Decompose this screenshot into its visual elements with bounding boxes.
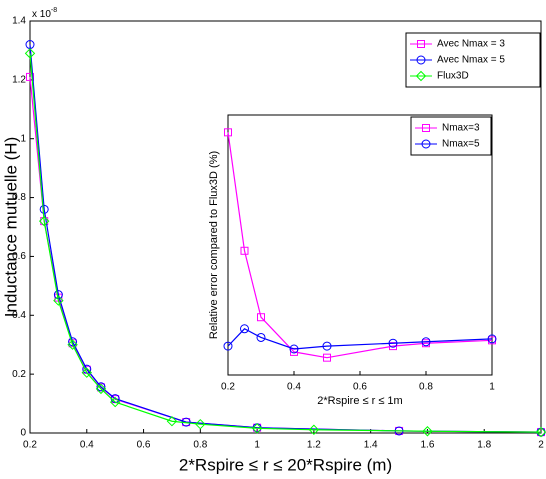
marker: [415, 70, 427, 82]
x-tick-label: 0.8: [419, 382, 433, 393]
marker: [166, 416, 178, 427]
x-tick-label: 1.4: [364, 440, 378, 451]
marker: [422, 426, 433, 437]
marker: [67, 339, 78, 350]
plot-area: [227, 114, 493, 376]
y-axis-label: Relative error compared to Flux3D (%): [208, 151, 220, 339]
marker: [81, 367, 92, 378]
y-tick-label: 0.4: [12, 310, 26, 321]
y-tick-label: 0: [20, 428, 26, 439]
x-tick-label: 0.8: [193, 440, 207, 451]
marker: [195, 418, 206, 430]
marker: [422, 124, 430, 132]
marker: [24, 48, 36, 59]
series-line: [29, 44, 542, 433]
marker: [39, 204, 49, 214]
marker: [323, 353, 331, 362]
marker: [109, 396, 121, 408]
y-tick-label: 1.4: [12, 16, 26, 27]
marker: [257, 313, 265, 322]
marker: [251, 423, 263, 434]
marker: [308, 424, 320, 435]
x-tick-label: 0.6: [137, 440, 151, 451]
marker: [53, 295, 64, 306]
y-multiplier: x 10-8: [32, 7, 57, 20]
x-tick-label: 1.6: [420, 440, 434, 451]
marker: [421, 337, 431, 347]
marker: [421, 139, 431, 149]
legend-label: Nmax=5: [442, 139, 480, 150]
marker: [223, 341, 233, 351]
multiplier-base: x 10: [32, 9, 51, 20]
marker: [224, 128, 232, 137]
series-line: [29, 53, 542, 433]
x-tick-label: 0.2: [221, 382, 235, 393]
x-tick-label: 2: [538, 440, 544, 451]
x-tick-label: 1.2: [307, 440, 321, 451]
legend-label: Nmax=3: [442, 123, 480, 134]
x-tick-label: 1.8: [477, 440, 491, 451]
marker: [487, 334, 497, 344]
marker: [417, 40, 425, 48]
x-axis-label: 2*Rspire ≤ r ≤ 20*Rspire (m): [179, 455, 392, 474]
marker: [240, 324, 249, 334]
x-tick-label: 1: [254, 440, 260, 451]
marker: [388, 338, 398, 348]
legend-label: Avec Nmax = 5: [437, 55, 505, 66]
legend-label: Avec Nmax = 3: [437, 39, 505, 50]
y-tick-label: 0.6: [12, 251, 26, 262]
x-tick-label: 0.4: [80, 440, 94, 451]
y-tick-label: 0.8: [12, 192, 26, 203]
x-tick-label: 0.6: [353, 382, 367, 393]
marker: [26, 72, 34, 81]
y-tick-label: 0.2: [12, 369, 26, 380]
marker: [96, 382, 106, 392]
legend-box: [410, 116, 492, 156]
y-tick-label: 1.2: [12, 74, 26, 85]
x-axis-label: 2*Rspire ≤ r ≤ 1m: [317, 395, 402, 407]
marker: [322, 341, 332, 351]
marker: [535, 426, 546, 438]
x-tick-label: 0.2: [23, 440, 37, 451]
multiplier-exp: -8: [51, 7, 57, 14]
x-tick-label: 0.4: [287, 382, 301, 393]
marker: [416, 55, 426, 65]
marker: [38, 215, 50, 227]
marker: [95, 383, 107, 395]
marker: [240, 246, 249, 255]
marker: [289, 344, 299, 354]
series-line: [227, 132, 493, 359]
marker: [389, 342, 397, 351]
x-tick-label: 1: [489, 382, 495, 393]
y-tick-label: 1: [20, 133, 26, 144]
marker: [256, 332, 266, 342]
y-axis-label: Inductance mutuelle (H): [1, 137, 20, 317]
series-line: [227, 328, 493, 350]
legend-label: Flux3D: [437, 71, 469, 82]
